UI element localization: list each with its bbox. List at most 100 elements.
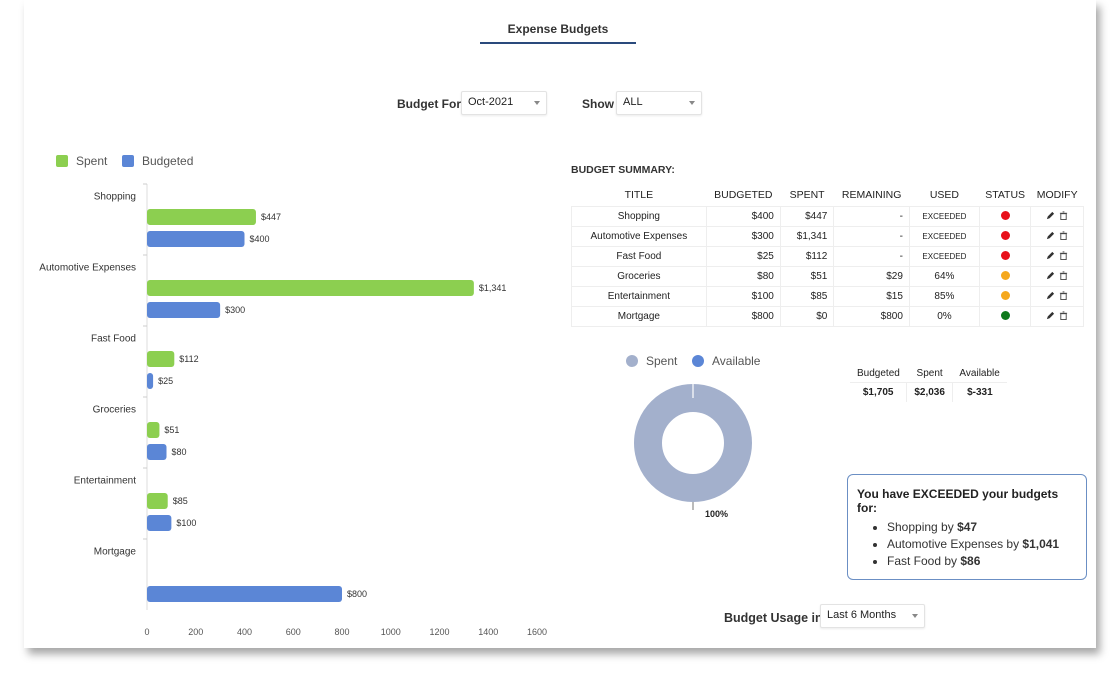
alert-item-text: Fast Food by — [887, 554, 961, 568]
legend-spent[interactable]: Spent — [56, 154, 107, 168]
show-value: ALL — [623, 96, 643, 108]
x-tick-label: 0 — [144, 627, 149, 637]
spent-value-label: $85 — [173, 496, 188, 506]
row-spent: $447 — [779, 206, 835, 227]
column-header: STATUS — [985, 189, 1026, 201]
row-used: EXCEEDED — [908, 206, 980, 227]
spent-value-label: $112 — [179, 354, 198, 364]
status-dot-icon — [1000, 230, 1010, 240]
totals-header-row: Budgeted Spent Available — [850, 365, 1007, 383]
row-modify — [1030, 246, 1084, 267]
row-remaining: $15 — [833, 286, 910, 307]
row-status — [978, 286, 1032, 307]
alert-list: Shopping by $47 Automotive Expenses by $1… — [857, 520, 1077, 568]
alert-item-amount: $47 — [957, 520, 978, 534]
budgeted-value-label: $25 — [158, 376, 173, 386]
column-header: SPENT — [789, 189, 825, 201]
show-select[interactable]: ALL — [616, 91, 702, 115]
budgeted-bar — [147, 586, 342, 602]
edit-pencil-icon[interactable] — [1046, 231, 1055, 243]
row-title: Automotive Expenses — [571, 226, 707, 247]
legend-budgeted[interactable]: Budgeted — [122, 154, 193, 168]
delete-trash-icon[interactable] — [1059, 230, 1068, 243]
totals-value: $-331 — [951, 382, 1007, 402]
exceeded-alert: You have EXCEEDED your budgets for: Shop… — [847, 474, 1087, 580]
row-status — [978, 206, 1032, 227]
tab-expense-budgets[interactable]: Expense Budgets — [507, 22, 609, 36]
column-header: REMAINING — [841, 189, 902, 201]
delete-trash-icon[interactable] — [1059, 210, 1068, 223]
column-header: USED — [929, 189, 959, 201]
budgeted-value-label: $300 — [225, 305, 245, 315]
budget-for-label: Budget For — [397, 97, 461, 111]
chevron-down-icon — [534, 101, 540, 105]
row-remaining: $800 — [833, 306, 910, 327]
totals-column-header: Available — [952, 365, 1007, 383]
donut-legend-spent-label: Spent — [646, 354, 678, 368]
x-tick-label: 1400 — [478, 627, 498, 637]
row-used: EXCEEDED — [908, 246, 980, 267]
status-dot-icon — [1000, 290, 1010, 300]
delete-trash-icon[interactable] — [1059, 250, 1068, 263]
edit-pencil-icon[interactable] — [1046, 311, 1055, 323]
edit-pencil-icon[interactable] — [1046, 291, 1055, 303]
alert-item: Fast Food by $86 — [887, 554, 1077, 568]
legend-spent-label: Spent — [76, 154, 108, 168]
available-dot — [692, 355, 704, 367]
spent-bar — [147, 351, 175, 367]
budgeted-value-label: $80 — [172, 447, 187, 457]
budgeted-bar — [147, 444, 167, 460]
donut-legend-spent[interactable]: Spent — [626, 354, 677, 368]
row-used: 64% — [908, 266, 980, 287]
budgeted-bar — [147, 302, 221, 318]
budget-usage-label: Budget Usage in: — [724, 611, 827, 625]
row-title: Shopping — [571, 206, 707, 227]
budget-summary-title: BUDGET SUMMARY: — [571, 164, 675, 176]
delete-trash-icon[interactable] — [1059, 270, 1068, 283]
edit-pencil-icon[interactable] — [1046, 251, 1055, 263]
row-budgeted: $300 — [705, 226, 781, 247]
spent-value-label: $1,341 — [479, 283, 507, 293]
row-modify — [1030, 286, 1084, 307]
spent-value-label: $51 — [164, 425, 179, 435]
delete-trash-icon[interactable] — [1059, 310, 1068, 323]
tab-active-indicator — [480, 42, 636, 44]
x-tick-label: 800 — [334, 627, 349, 637]
donut-legend-available[interactable]: Available — [692, 354, 760, 368]
status-dot-icon — [1000, 250, 1010, 260]
spent-value-label: $447 — [261, 212, 281, 222]
delete-trash-icon[interactable] — [1059, 290, 1068, 303]
row-remaining: - — [833, 246, 910, 267]
table-row: Automotive Expenses $300 $1,341- EXCEEDED — [571, 226, 1084, 247]
budgeted-bar — [147, 373, 154, 389]
category-label: Automotive Expenses — [39, 263, 136, 274]
row-spent: $85 — [779, 286, 835, 307]
chevron-down-icon — [912, 614, 918, 618]
row-modify — [1030, 266, 1084, 287]
alert-heading: You have EXCEEDED your budgets for: — [857, 487, 1059, 515]
alert-item-text: Automotive Expenses by — [887, 537, 1023, 551]
table-row: Entertainment $100 $85 $15 85% — [571, 286, 1084, 307]
spent-bar — [147, 209, 256, 225]
edit-pencil-icon[interactable] — [1046, 271, 1055, 283]
alert-item-text: Shopping by — [887, 520, 958, 534]
chevron-down-icon — [689, 101, 695, 105]
row-remaining: $29 — [833, 266, 910, 287]
category-label: Entertainment — [74, 476, 136, 487]
category-label: Mortgage — [94, 547, 137, 558]
row-title: Entertainment — [571, 286, 707, 307]
totals-column-header: Spent — [906, 365, 953, 383]
donut-percent-label: 100% — [705, 509, 728, 519]
row-budgeted: $400 — [705, 206, 781, 227]
donut-spent-segment — [634, 384, 752, 502]
totals-table: Budgeted Spent Available $1,705 $2,036 $-331 — [850, 365, 1007, 402]
row-title: Groceries — [571, 266, 707, 287]
status-dot-icon — [1000, 270, 1010, 280]
row-status — [978, 226, 1032, 247]
expense-bar-chart: Shopping $447 $400 Automotive Expenses $1,34… — [39, 183, 547, 637]
budget-usage-select[interactable]: Last 6 Months — [820, 604, 925, 628]
edit-pencil-icon[interactable] — [1046, 211, 1055, 223]
row-used: 0% — [908, 306, 980, 327]
budget-for-select[interactable]: Oct-2021 — [461, 91, 547, 115]
alert-item-amount: $1,041 — [1022, 537, 1060, 551]
